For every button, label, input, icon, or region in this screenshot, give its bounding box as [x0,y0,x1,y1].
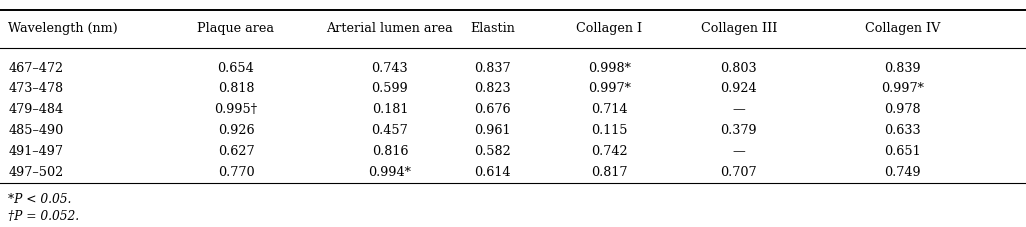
Text: †P = 0.052.: †P = 0.052. [8,210,79,223]
Text: 0.803: 0.803 [720,62,757,75]
Text: 0.627: 0.627 [218,145,254,158]
Text: 0.633: 0.633 [884,124,921,137]
Text: 0.582: 0.582 [474,145,511,158]
Text: Collagen I: Collagen I [577,22,642,35]
Text: 473–478: 473–478 [8,82,64,96]
Text: 0.924: 0.924 [720,82,757,96]
Text: Arterial lumen area: Arterial lumen area [326,22,453,35]
Text: 0.743: 0.743 [371,62,408,75]
Text: 0.817: 0.817 [591,166,628,179]
Text: 497–502: 497–502 [8,166,64,179]
Text: 0.181: 0.181 [371,103,408,116]
Text: 0.816: 0.816 [371,145,408,158]
Text: 467–472: 467–472 [8,62,64,75]
Text: 0.457: 0.457 [371,124,408,137]
Text: 0.676: 0.676 [474,103,511,116]
Text: 0.994*: 0.994* [368,166,411,179]
Text: 0.998*: 0.998* [588,62,631,75]
Text: Plaque area: Plaque area [197,22,275,35]
Text: 0.749: 0.749 [884,166,921,179]
Text: 0.614: 0.614 [474,166,511,179]
Text: 0.714: 0.714 [591,103,628,116]
Text: 0.115: 0.115 [591,124,628,137]
Text: Wavelength (nm): Wavelength (nm) [8,22,118,35]
Text: 0.379: 0.379 [720,124,757,137]
Text: Collagen III: Collagen III [701,22,777,35]
Text: 0.770: 0.770 [218,166,254,179]
Text: 485–490: 485–490 [8,124,64,137]
Text: 0.997*: 0.997* [881,82,924,96]
Text: Collagen IV: Collagen IV [865,22,941,35]
Text: *P < 0.05.: *P < 0.05. [8,193,72,206]
Text: 0.654: 0.654 [218,62,254,75]
Text: 0.651: 0.651 [884,145,921,158]
Text: 479–484: 479–484 [8,103,64,116]
Text: 0.707: 0.707 [720,166,757,179]
Text: 0.997*: 0.997* [588,82,631,96]
Text: 0.599: 0.599 [371,82,408,96]
Text: 491–497: 491–497 [8,145,64,158]
Text: 0.818: 0.818 [218,82,254,96]
Text: 0.742: 0.742 [591,145,628,158]
Text: 0.995†: 0.995† [214,103,258,116]
Text: 0.823: 0.823 [474,82,511,96]
Text: 0.839: 0.839 [884,62,921,75]
Text: 0.837: 0.837 [474,62,511,75]
Text: —: — [733,145,745,158]
Text: Elastin: Elastin [470,22,515,35]
Text: 0.926: 0.926 [218,124,254,137]
Text: 0.961: 0.961 [474,124,511,137]
Text: —: — [733,103,745,116]
Text: 0.978: 0.978 [884,103,921,116]
